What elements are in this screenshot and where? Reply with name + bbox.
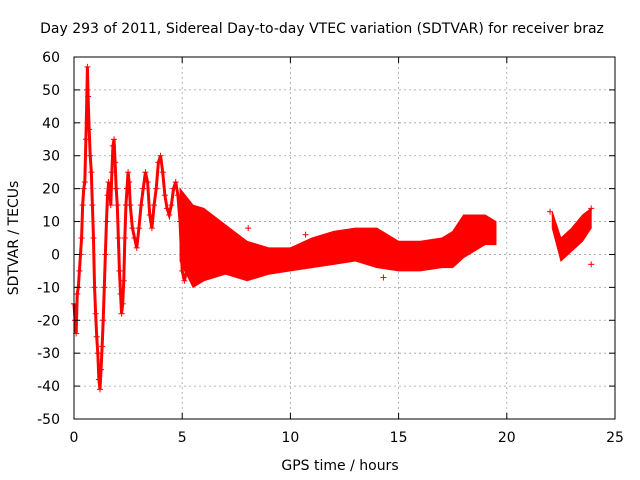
y-tick-label: 30 xyxy=(42,149,60,165)
data-point-marker xyxy=(588,205,595,212)
y-tick-label: 20 xyxy=(42,182,60,198)
data-point-marker xyxy=(547,208,554,215)
data-point-marker xyxy=(588,261,595,268)
chart-title: Day 293 of 2011, Sidereal Day-to-day VTE… xyxy=(40,21,604,37)
y-tick-label: 0 xyxy=(51,247,60,263)
data-point-marker xyxy=(302,231,309,238)
x-tick-label: 15 xyxy=(390,430,408,446)
late-arc-band xyxy=(551,207,592,262)
y-axis-label: SDTVAR / TECUs xyxy=(6,181,22,296)
x-axis-label: GPS time / hours xyxy=(281,458,398,474)
y-tick-label: -20 xyxy=(37,313,60,329)
x-tick-labels: 0 5 10 15 20 25 xyxy=(70,430,624,446)
dense-band-band xyxy=(179,187,497,289)
x-tick-label: 5 xyxy=(178,430,187,446)
x-tick-label: 20 xyxy=(498,430,516,446)
y-tick-label: 10 xyxy=(42,215,60,231)
x-tick-label: 0 xyxy=(70,430,79,446)
plot-frame xyxy=(73,56,616,420)
data-point-marker xyxy=(380,274,387,281)
y-tick-label: 60 xyxy=(42,50,60,66)
early-arc-trace xyxy=(72,66,188,390)
dense-data-band xyxy=(179,187,592,289)
y-tick-label: -50 xyxy=(37,412,60,428)
y-tick-label: -10 xyxy=(37,280,60,296)
x-tick-label: 25 xyxy=(606,430,624,446)
axis-ticks xyxy=(73,56,616,420)
y-tick-label: 40 xyxy=(42,116,60,132)
x-tick-label: 10 xyxy=(281,430,299,446)
y-tick-labels: -50 -40 -30 -20 -10 0 10 20 30 40 50 60 xyxy=(37,50,60,428)
scatter-markers xyxy=(71,63,595,393)
y-tick-label: -30 xyxy=(37,346,60,362)
data-point-marker xyxy=(245,225,252,232)
y-tick-label: -40 xyxy=(37,379,60,395)
y-tick-label: 50 xyxy=(42,83,60,99)
